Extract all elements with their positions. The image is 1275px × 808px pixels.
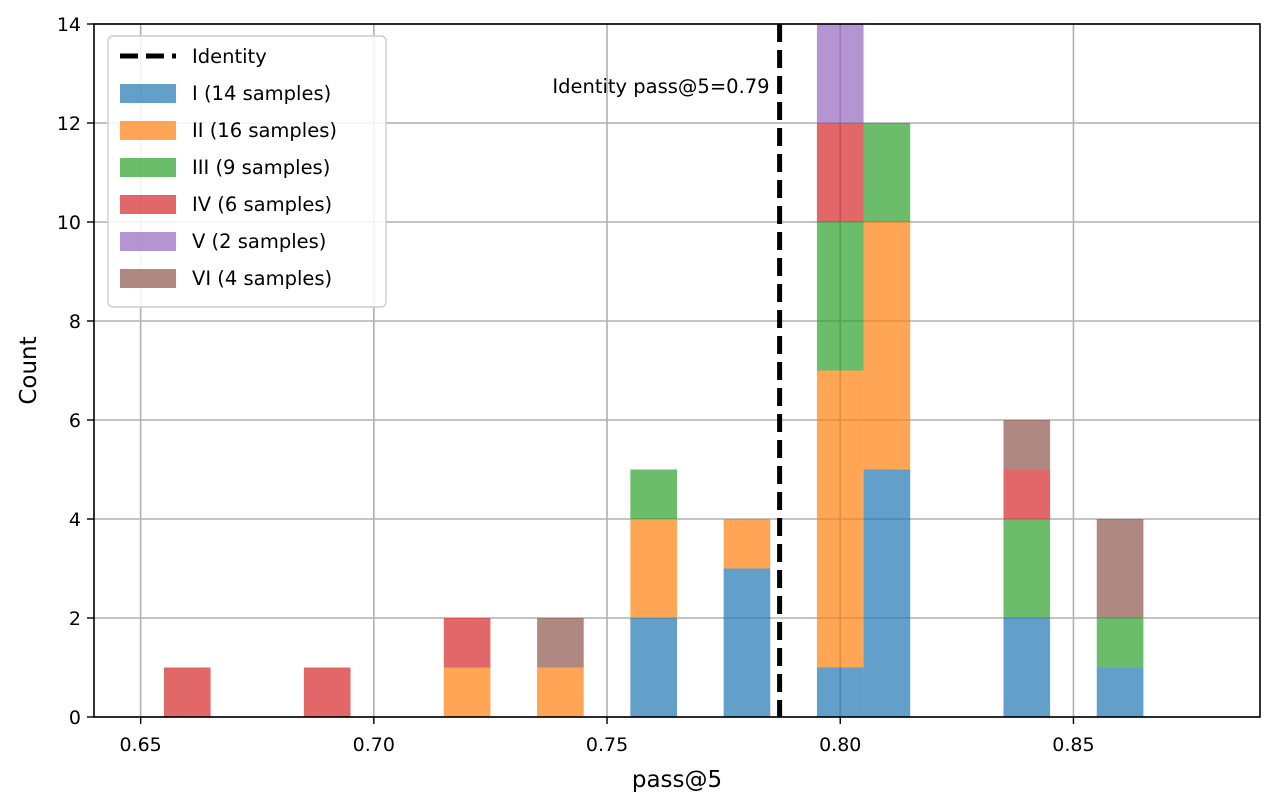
histogram-bar <box>537 618 584 668</box>
legend-swatch <box>120 195 176 214</box>
histogram-bars <box>163 24 1144 717</box>
legend-swatch <box>120 232 176 251</box>
y-tick-label: 2 <box>69 608 81 630</box>
legend-swatch <box>120 158 176 177</box>
legend-swatch <box>120 121 176 140</box>
axes-frame <box>93 23 1261 718</box>
histogram-bar <box>630 618 677 717</box>
identity-annotation: Identity pass@5=0.79 <box>552 75 769 98</box>
x-tick-label: 0.70 <box>353 734 395 756</box>
x-axis-label: pass@5 <box>632 767 722 793</box>
legend-identity-label: Identity <box>192 45 267 68</box>
legend-label: V (2 samples) <box>192 230 326 253</box>
legend-label: II (16 samples) <box>192 119 337 142</box>
y-tick-label: 14 <box>57 14 81 36</box>
histogram-bar <box>630 519 677 618</box>
histogram-bar <box>630 469 677 519</box>
histogram-bar <box>816 123 864 222</box>
histogram-bar <box>537 667 584 717</box>
histogram-bar <box>816 24 864 123</box>
histogram-bar <box>1003 618 1051 717</box>
legend-swatch <box>120 269 176 288</box>
legend-swatch <box>120 84 176 103</box>
y-tick-label: 12 <box>57 113 81 135</box>
legend-label: I (14 samples) <box>192 82 331 105</box>
histogram-bar <box>863 469 911 717</box>
x-tick-label: 0.80 <box>819 734 861 756</box>
histogram-bar <box>1096 519 1144 618</box>
histogram-bar <box>1003 519 1051 618</box>
x-tick-label: 0.65 <box>119 734 161 756</box>
histogram-bar <box>1096 667 1144 717</box>
histogram-bar <box>443 618 491 668</box>
legend-label: VI (4 samples) <box>192 267 332 290</box>
reference-line-group: Identity pass@5=0.79 <box>552 24 783 717</box>
x-tick-label: 0.75 <box>586 734 628 756</box>
legend: Identity I (14 samples) II (16 samples) III… <box>107 35 387 308</box>
histogram-bar <box>443 667 491 717</box>
histogram-bar <box>163 667 211 717</box>
histogram-bar <box>863 123 911 222</box>
y-tick-label: 4 <box>69 509 81 531</box>
histogram-bar <box>723 568 771 717</box>
histogram-bar <box>1003 469 1051 519</box>
legend-box <box>107 35 387 308</box>
histogram-bar <box>303 667 351 717</box>
y-tick-label: 10 <box>57 212 81 234</box>
histogram-bar <box>816 222 864 371</box>
histogram-bar <box>816 370 864 668</box>
histogram-bar <box>1096 618 1144 668</box>
y-tick-label: 0 <box>69 707 81 729</box>
legend-label: IV (6 samples) <box>192 193 332 216</box>
x-tick-label: 0.85 <box>1052 734 1094 756</box>
histogram-bar <box>816 667 864 717</box>
histogram-bar <box>1003 420 1051 470</box>
axis-ticks: 0.65 0.70 0.75 0.80 0.85 0 2 4 6 8 10 12 14 <box>57 14 1095 756</box>
histogram-bar <box>863 222 911 470</box>
legend-label: III (9 samples) <box>192 156 330 179</box>
y-axis-label: Count <box>16 336 42 404</box>
histogram-bar <box>723 519 771 569</box>
y-tick-label: 6 <box>69 410 81 432</box>
y-tick-label: 8 <box>69 311 81 333</box>
